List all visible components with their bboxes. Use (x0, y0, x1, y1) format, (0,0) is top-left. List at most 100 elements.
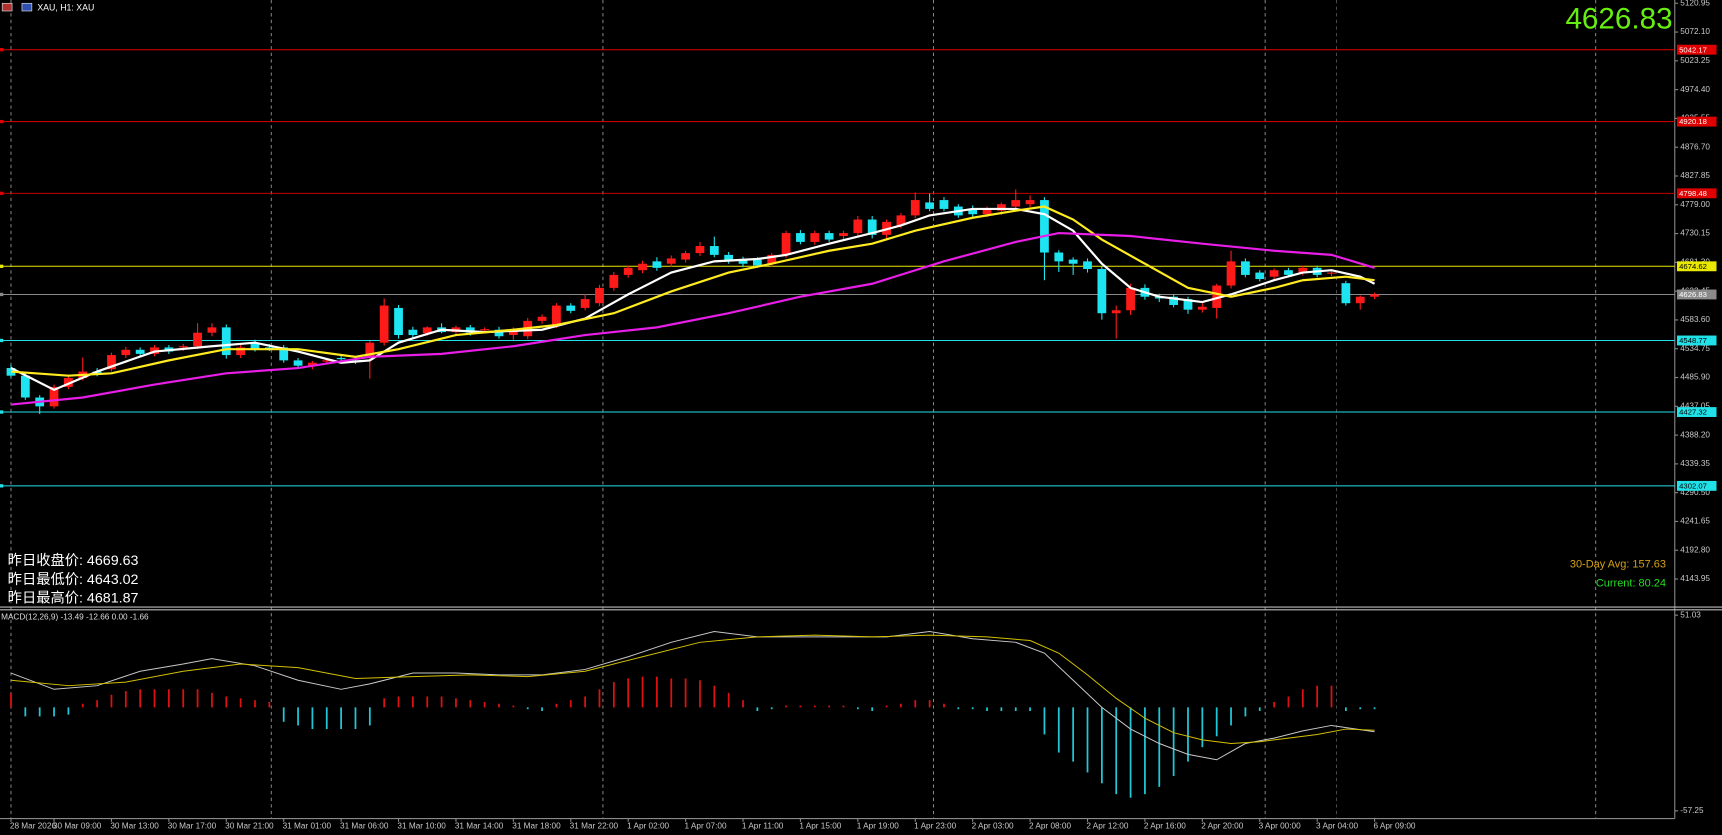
candle-body (293, 360, 303, 366)
histogram-bar (1158, 707, 1161, 787)
x-tick-label: 1 Apr 15:00 (799, 821, 841, 830)
level-marker (0, 191, 4, 195)
histogram-bar (325, 707, 328, 730)
candle-body (910, 200, 920, 216)
histogram-bar (268, 701, 271, 708)
histogram-bar (742, 700, 744, 708)
histogram-bar (167, 689, 170, 708)
y-tick-label: 51.03 (1680, 610, 1701, 619)
candle-body (839, 233, 848, 237)
histogram-bar (684, 678, 687, 708)
level-marker (0, 292, 4, 297)
candle-body (1183, 299, 1193, 310)
moving-average (10, 231, 1375, 406)
histogram-bar (584, 696, 587, 708)
level-label-box (1676, 480, 1717, 491)
y-tick-label: 5023.25 (1680, 56, 1710, 65)
x-tick-label: 30 Mar 13:00 (110, 821, 159, 830)
candle-body (1040, 200, 1049, 253)
histogram-bar (598, 689, 601, 708)
info-text: 昨日最低价: 4643.02 (8, 571, 139, 588)
candle-body (365, 342, 375, 357)
candle-body (193, 332, 202, 347)
histogram-bar (24, 707, 27, 717)
info-text: Current: 80.24 (1596, 577, 1666, 589)
candle-body (394, 307, 403, 336)
x-tick-label: 3 Apr 00:00 (1259, 821, 1301, 830)
level-marker (0, 119, 4, 124)
histogram-bar (368, 707, 371, 726)
histogram-bar (426, 696, 429, 708)
x-tick-label: 1 Apr 23:00 (914, 821, 956, 830)
chart-icon[interactable] (21, 2, 33, 12)
level-label: 5042.17 (1679, 45, 1707, 54)
x-tick-label: 2 Apr 20:00 (1201, 821, 1243, 830)
candle-body (724, 254, 734, 262)
histogram-bar (799, 705, 802, 708)
histogram-bar (254, 700, 256, 708)
candle-body (64, 378, 73, 387)
candle-body (595, 287, 604, 304)
x-tick-label: 1 Apr 02:00 (627, 821, 669, 830)
histogram-bar (282, 707, 285, 722)
candle-body (939, 200, 949, 209)
histogram-bar (81, 703, 84, 708)
histogram-bar (569, 700, 572, 708)
moving-average (10, 205, 1375, 377)
histogram-bar (1086, 707, 1089, 773)
indicator-title: MACD(12,26,9) -13.49 -12.66 0.00 -1.66 (1, 613, 149, 622)
candle-body (638, 263, 647, 271)
level-marker (0, 410, 4, 414)
level-marker (0, 484, 4, 488)
level-label: 4302.07 (1679, 481, 1707, 490)
candle-body (1068, 259, 1078, 264)
x-tick-label: 30 Mar 17:00 (168, 821, 217, 830)
candle-body (695, 246, 705, 254)
level-marker (0, 264, 4, 268)
candle-body (1226, 261, 1236, 286)
candle-body (552, 305, 561, 326)
y-tick-label: 4143.95 (1680, 574, 1710, 583)
x-tick-label: 28 Mar 2026 (10, 821, 57, 830)
candle-body (1111, 310, 1121, 314)
histogram-bar (1115, 707, 1118, 795)
histogram-bar (1144, 707, 1146, 795)
level-label-box (1676, 407, 1717, 417)
y-tick-label: 4290.50 (1680, 488, 1710, 497)
level-marker (0, 48, 4, 52)
histogram-bar (699, 680, 701, 708)
level-label: 4548.77 (1679, 336, 1707, 345)
candle-body (379, 305, 389, 343)
candle-body (580, 299, 590, 308)
x-tick-label: 1 Apr 07:00 (685, 821, 727, 830)
y-tick-label: -57.25 (1680, 806, 1704, 815)
candle-body (408, 329, 418, 336)
histogram-bar (1000, 707, 1003, 711)
symbol-icon[interactable] (1, 2, 13, 12)
histogram-bar (483, 701, 486, 708)
y-tick-label: 4241.65 (1680, 517, 1710, 526)
candle-body (250, 342, 260, 350)
x-tick-label: 31 Mar 06:00 (340, 821, 389, 830)
level-label: 4920.18 (1679, 117, 1707, 126)
candle-body (566, 305, 576, 311)
histogram-bar (1014, 707, 1017, 711)
candle-body (853, 219, 863, 234)
candle-body (1284, 270, 1293, 275)
histogram-bar (1373, 707, 1376, 710)
candle-body (781, 233, 791, 255)
histogram-bar (340, 707, 342, 730)
histogram-bar (110, 694, 113, 708)
candle-body (1255, 272, 1265, 280)
x-tick-label: 3 Apr 04:00 (1316, 821, 1358, 830)
x-tick-label: 30 Mar 09:00 (53, 821, 102, 830)
candle-body (1355, 296, 1365, 304)
histogram-bar (957, 707, 960, 710)
candle-body (1212, 285, 1222, 308)
info-text: 昨日最高价: 4681.87 (8, 590, 139, 607)
candle-body (322, 360, 332, 362)
y-tick-label: 4437.05 (1680, 401, 1710, 410)
y-tick-label: 4388.20 (1680, 430, 1710, 439)
x-tick-label: 31 Mar 22:00 (570, 821, 619, 830)
